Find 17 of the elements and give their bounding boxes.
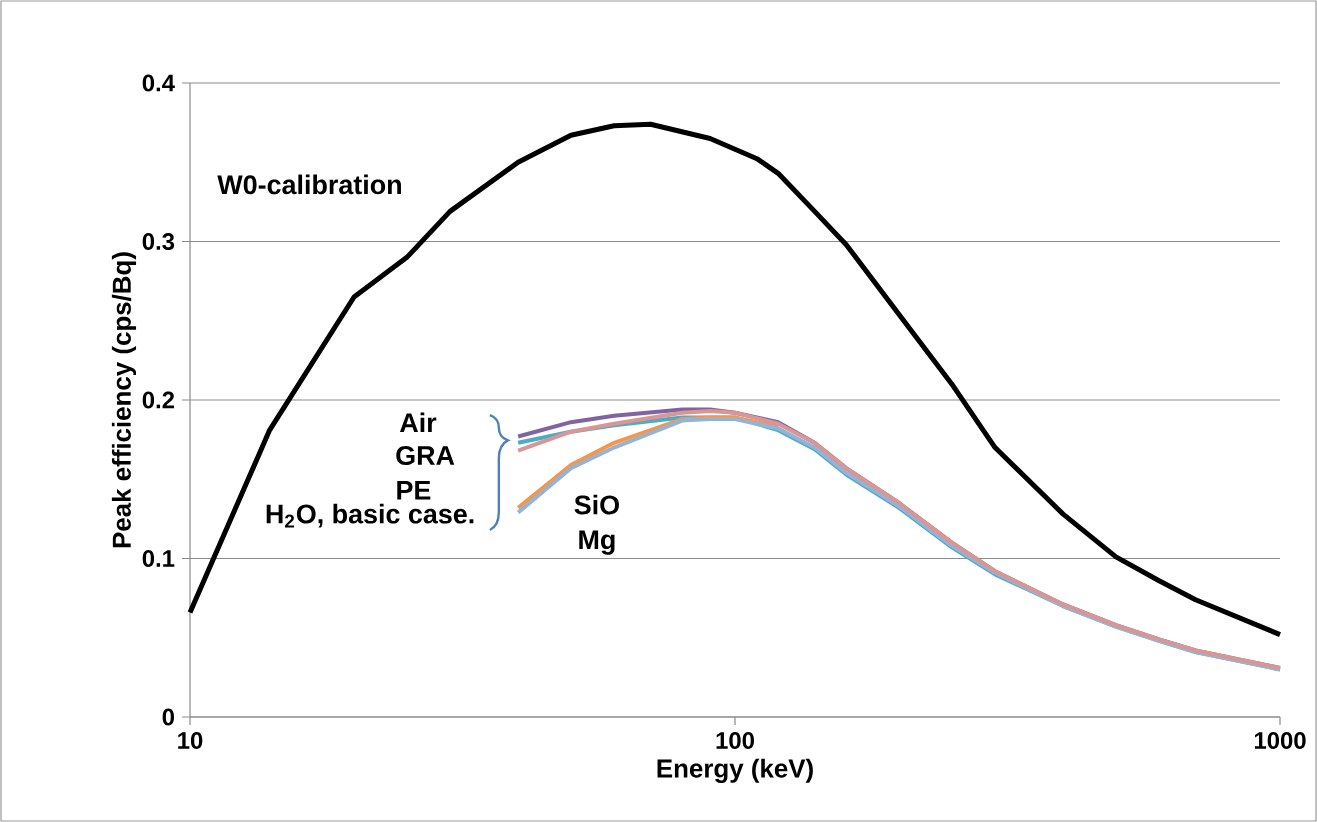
annotation: Mg — [579, 530, 615, 555]
x-tick-label: 1000 — [1254, 732, 1306, 749]
annotation: PE — [397, 481, 431, 500]
y-tick-label: 0 — [162, 708, 175, 726]
x-tick-label: 10 — [178, 732, 203, 749]
y-tick-label: 0.2 — [142, 391, 175, 409]
y-axis-title: Peak efficiency (cps/Bq) — [111, 252, 137, 548]
x-axis-title: Energy (keV) — [657, 758, 813, 783]
y-tick-label: 0.4 — [142, 74, 175, 92]
annotation: GRA — [396, 445, 455, 465]
annotation: Air — [399, 412, 437, 432]
annotation: SiO — [574, 494, 619, 515]
y-tick-label: 0.1 — [142, 550, 175, 567]
y-tick-label: 0.3 — [142, 233, 175, 250]
x-tick-label: 100 — [716, 732, 754, 749]
annotation: W0-calibration — [217, 174, 401, 195]
annotation: H$_{2}$O, basic case. — [266, 503, 474, 528]
